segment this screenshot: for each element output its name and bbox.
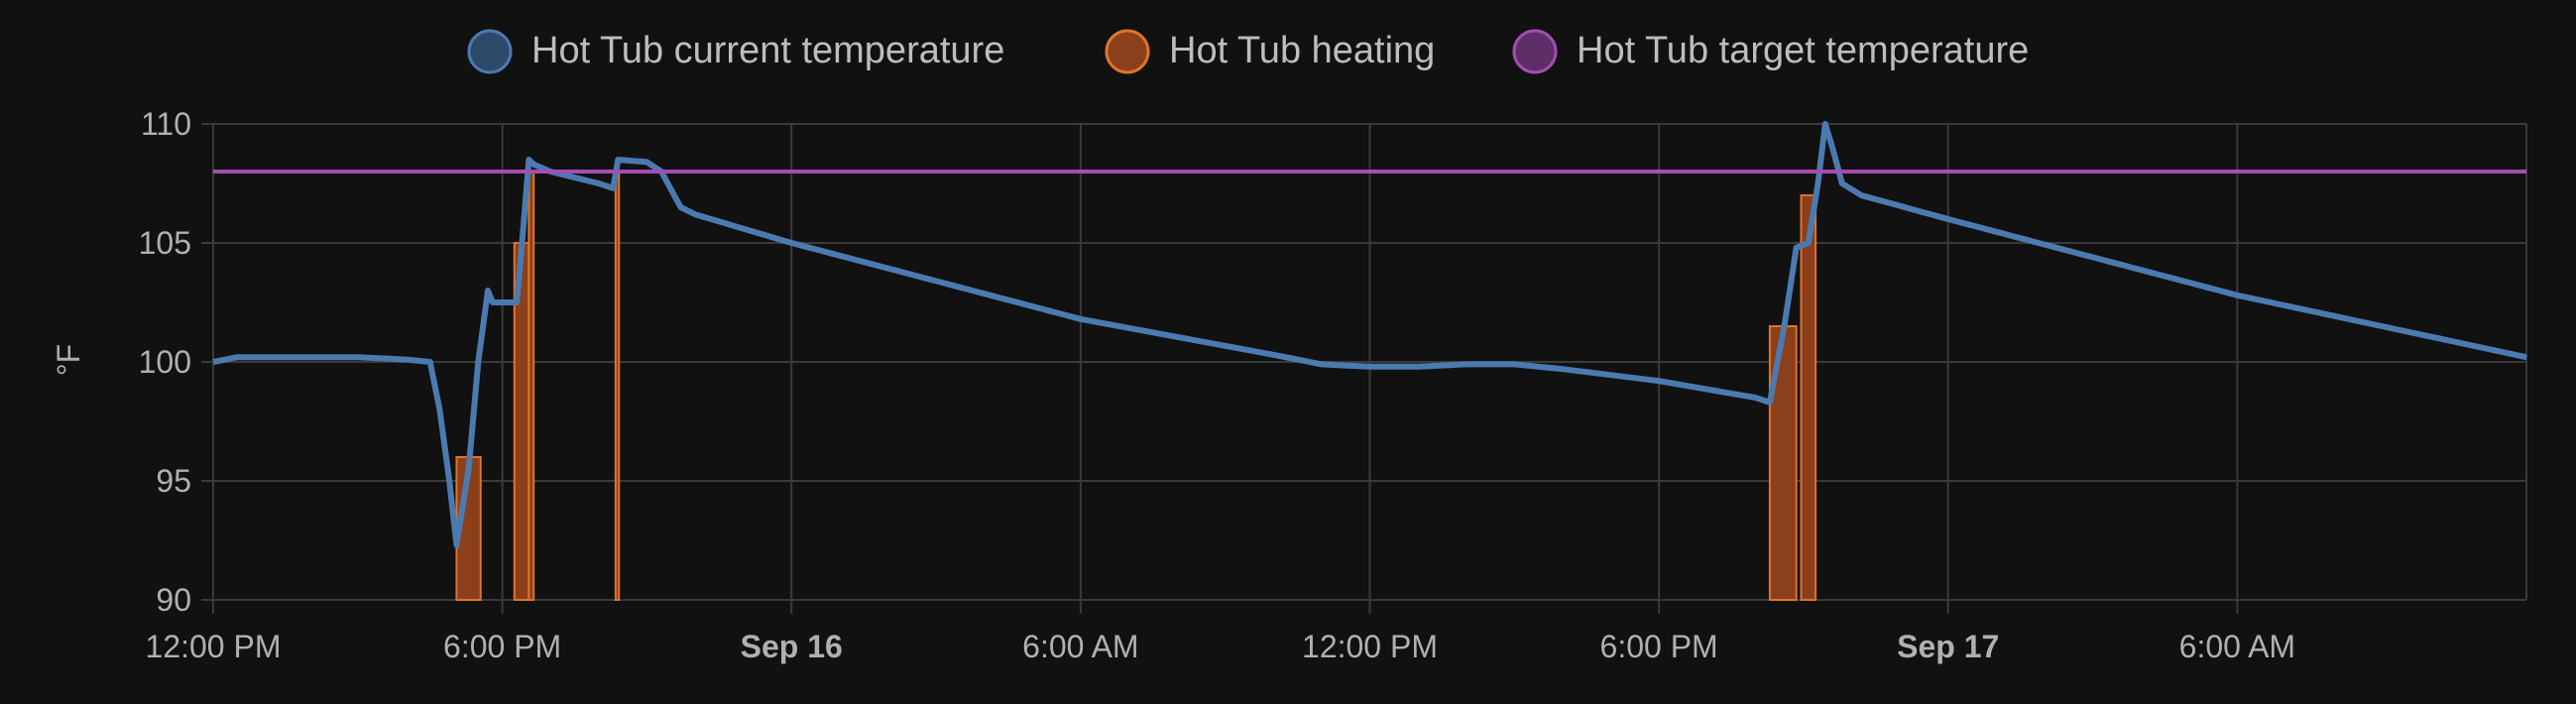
x-tick-label: 6:00 PM [443, 629, 561, 664]
legend-item[interactable]: Hot Tub current temperature [469, 30, 1004, 72]
x-tick-label: 6:00 PM [1600, 629, 1718, 664]
x-tick-label: Sep 17 [1897, 629, 1999, 664]
y-tick-label: 105 [139, 225, 191, 261]
heating-interval [1802, 195, 1816, 600]
y-axis-ticks: 90 95 100 105 110 [139, 106, 191, 618]
x-tick-label: 12:00 PM [146, 629, 282, 664]
x-axis-ticks: 12:00 PM 6:00 PM Sep 16 6:00 AM 12:00 PM 6:00… [146, 629, 2296, 664]
y-tick-label: 110 [141, 106, 191, 142]
legend-label: Hot Tub heating [1169, 30, 1435, 71]
y-axis-label: °F [51, 344, 86, 376]
legend-label: Hot Tub current temperature [531, 30, 1004, 71]
x-tick-label: 6:00 AM [2179, 629, 2295, 664]
x-tick-label: Sep 16 [741, 629, 843, 664]
legend[interactable]: Hot Tub current temperature Hot Tub heati… [469, 30, 2029, 72]
heating-interval [616, 172, 619, 600]
legend-swatch [1107, 31, 1148, 72]
legend-swatch [1514, 31, 1556, 72]
y-tick-label: 90 [156, 582, 191, 618]
y-tick-label: 95 [156, 463, 191, 499]
legend-item[interactable]: Hot Tub heating [1107, 30, 1435, 72]
x-tick-label: 6:00 AM [1022, 629, 1138, 664]
heating-interval [528, 172, 533, 600]
y-tick-label: 100 [139, 344, 191, 380]
heating-area-series [456, 172, 1815, 600]
legend-swatch [469, 31, 511, 72]
x-tick-label: 12:00 PM [1302, 629, 1438, 664]
legend-label: Hot Tub target temperature [1577, 30, 2029, 71]
legend-item[interactable]: Hot Tub target temperature [1514, 30, 2029, 72]
